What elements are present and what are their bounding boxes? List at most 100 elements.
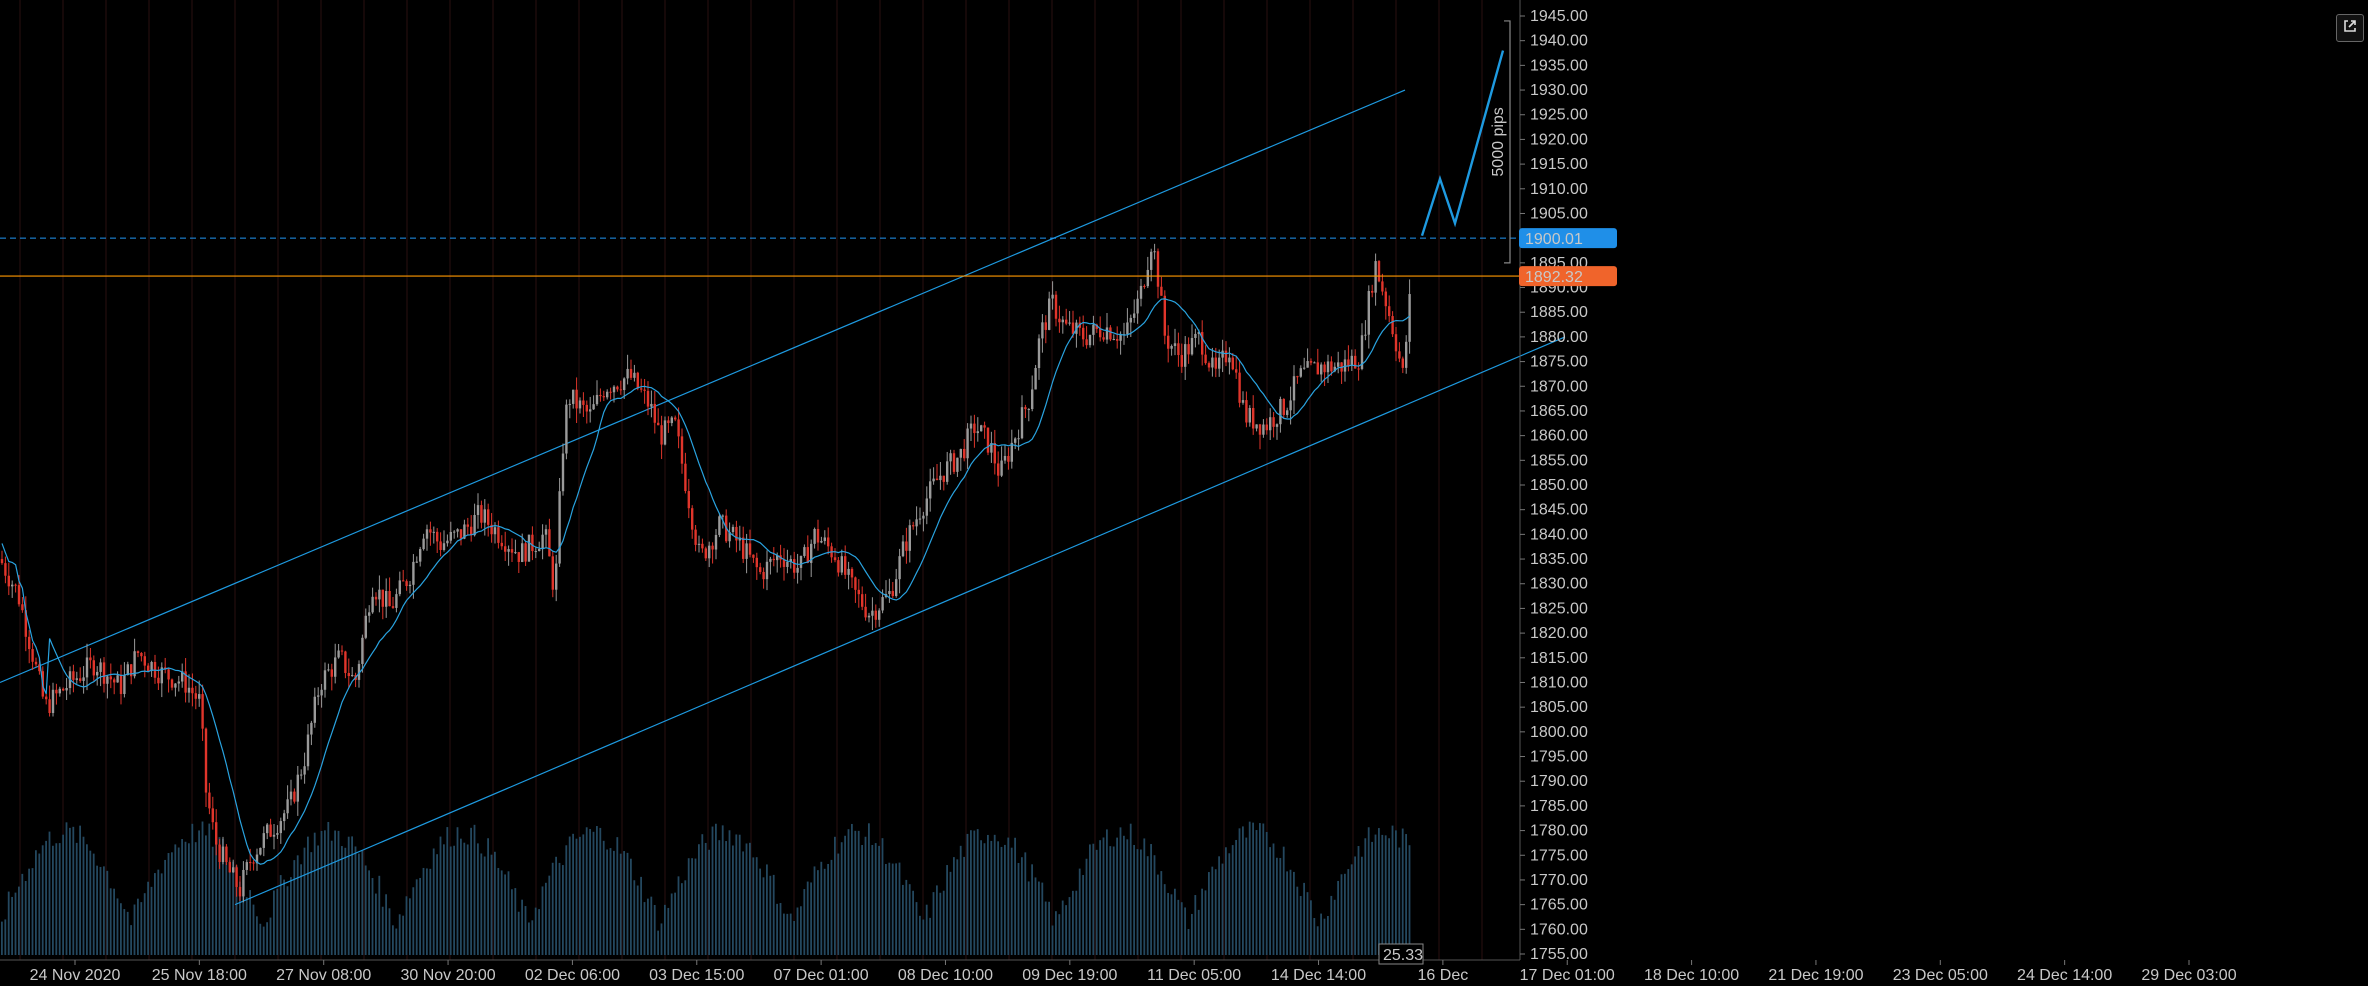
time-tick-label: 11 Dec 05:00: [1147, 967, 1241, 984]
volume-bar: [1357, 846, 1360, 955]
candle-body: [157, 677, 160, 684]
volume-bar: [1286, 871, 1288, 955]
candle-body: [510, 549, 514, 553]
candle-body: [912, 525, 915, 527]
candle-body: [1088, 334, 1092, 346]
candle-body: [473, 514, 476, 536]
pips-measure-tool[interactable]: 5000 pips: [1490, 20, 1511, 264]
volume-bar: [358, 853, 360, 955]
candle-body: [986, 427, 990, 453]
price-axis[interactable]: 1755.00 1760.00 1765.00 1770.00 1775.00 1780.…: [1519, 0, 1588, 963]
price-tick-label: 1935.00: [1530, 57, 1588, 74]
candle-body: [306, 734, 310, 767]
candle-body: [194, 693, 197, 699]
volume-bar: [1197, 909, 1200, 955]
candle-body: [1401, 358, 1404, 368]
volume-bar: [942, 890, 945, 955]
candle-body: [558, 491, 561, 564]
channel-upper-line: [0, 89, 1406, 684]
candle-body: [235, 867, 238, 887]
channel-lower-line: [234, 336, 1566, 906]
popout-button[interactable]: [2336, 14, 2364, 42]
candle-body: [395, 594, 398, 608]
volume-bar: [1238, 828, 1241, 955]
time-axis[interactable]: 24 Nov 2020 25 Nov 18:00 27 Nov 08:00 30 No…: [0, 959, 2237, 984]
volume-bar: [922, 919, 925, 955]
volume-bar: [446, 827, 449, 955]
volume-bar: [1350, 864, 1353, 955]
candle-body: [1347, 359, 1350, 366]
volume-bar: [109, 888, 112, 955]
volume-bar: [562, 865, 564, 955]
volume-bar: [528, 922, 530, 955]
volume-bar: [966, 833, 969, 955]
volume-bar: [1395, 830, 1397, 955]
volume-bar: [1078, 868, 1081, 955]
volume-bar: [174, 844, 177, 955]
candle-body: [1014, 438, 1017, 443]
volume-bar: [817, 870, 819, 955]
volume-bar: [980, 840, 982, 955]
price-tick-label: 1810.00: [1530, 674, 1588, 691]
price-levels[interactable]: [0, 237, 1520, 277]
price-tick-label: 1880.00: [1530, 329, 1588, 346]
trend-channel[interactable]: [0, 89, 1566, 906]
candle-body: [11, 584, 14, 587]
volume-bar: [677, 876, 680, 955]
time-tick-label: 08 Dec 10:00: [898, 967, 993, 984]
candle-body: [1139, 285, 1143, 299]
volume-bar: [840, 842, 843, 955]
candle-body: [806, 547, 809, 563]
candle-body: [650, 403, 653, 407]
volume-bar: [1055, 911, 1057, 955]
volume-bar: [432, 848, 435, 955]
candle-body: [279, 821, 282, 834]
volume-bar: [589, 829, 591, 955]
projection-drawing[interactable]: [1420, 50, 1505, 237]
candle-body: [415, 561, 418, 563]
price-tick-label: 1925.00: [1530, 107, 1588, 124]
volume-bar: [888, 862, 891, 955]
volume-bar: [803, 889, 806, 955]
candle-body: [1391, 316, 1394, 335]
volume-bar: [929, 917, 931, 955]
volume-bar: [1095, 849, 1098, 955]
volume-bar: [7, 891, 10, 955]
price-tick-label: 1850.00: [1530, 477, 1588, 494]
candle-body: [891, 591, 894, 597]
candle-body: [99, 662, 102, 672]
candle-body: [1299, 368, 1302, 377]
time-tick-label: 24 Nov 2020: [30, 967, 121, 984]
volume-bar: [711, 826, 714, 955]
volume-bar: [504, 874, 506, 955]
candle-body: [728, 532, 731, 542]
candle-body: [1116, 339, 1119, 341]
volume-bar: [997, 841, 999, 955]
volume-bar: [477, 843, 479, 955]
candle-body: [1065, 319, 1068, 324]
volume-bar: [1367, 827, 1370, 955]
volume-bar: [684, 880, 687, 955]
volume-bar: [871, 844, 874, 955]
volume-bar: [211, 846, 214, 955]
volume-bar: [626, 852, 629, 955]
volume-bar: [395, 928, 398, 955]
volume-bar: [687, 858, 690, 955]
volume-bar: [1119, 827, 1122, 955]
volume-bar: [1204, 890, 1207, 955]
candle-body: [58, 688, 61, 694]
volume-value-tag: 25.33: [1383, 947, 1423, 964]
volume-bar: [1289, 869, 1292, 955]
volume-bar: [419, 877, 421, 955]
price-tick-label: 1915.00: [1530, 156, 1588, 173]
volume-bar: [293, 860, 296, 955]
candle-body: [820, 540, 823, 543]
volume-bar: [834, 836, 836, 955]
candle-body: [578, 400, 582, 409]
candle-body: [419, 549, 422, 562]
candle-body: [1109, 327, 1112, 340]
candle-body: [136, 651, 140, 654]
candle-body: [1003, 455, 1007, 461]
volume-bar: [460, 838, 462, 955]
